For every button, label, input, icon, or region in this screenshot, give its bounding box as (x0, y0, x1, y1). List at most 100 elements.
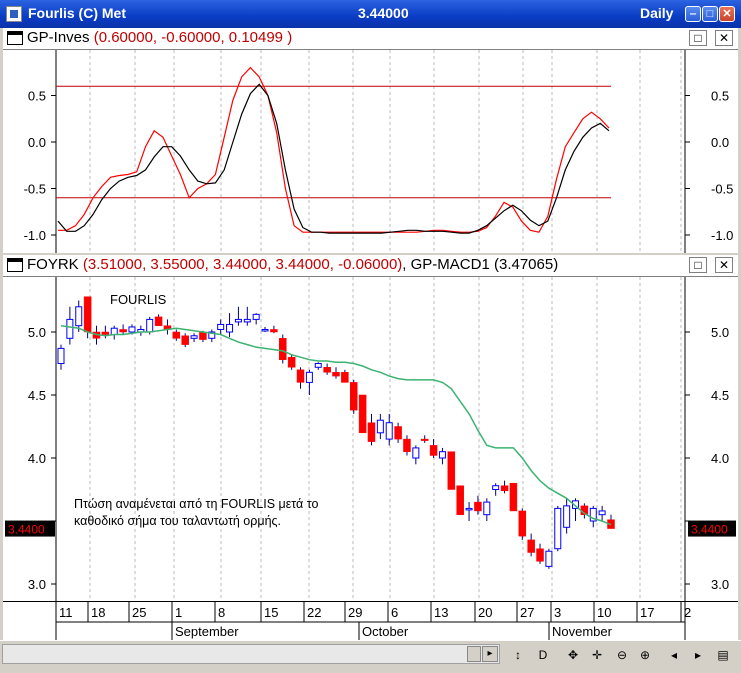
macd-value: (3.47065) (493, 256, 559, 273)
candle-body-down (349, 382, 358, 411)
candle-body-down (199, 331, 207, 340)
candle-body-up (243, 318, 251, 323)
candle-body-up (305, 371, 313, 383)
pane-maximize-button[interactable]: □ (689, 30, 707, 46)
candle-body-up (589, 507, 597, 522)
candle-body-down (429, 445, 438, 456)
candle-body-up (572, 500, 580, 509)
pane-close-button[interactable]: ✕ (715, 257, 733, 273)
last-price-tag-right (688, 520, 736, 537)
annotation-line-2: καθοδικό σήμα του ταλαντωτή ορμής. (74, 514, 282, 528)
indicator-chart-area[interactable]: 0.5 0.5 0.0 0.0 -0.5 -0.5 -1.0 -1.0 (3, 50, 738, 253)
date-day-label: 18 (91, 605, 105, 620)
pane-window-icon[interactable] (7, 31, 23, 45)
candle-body-up (110, 327, 118, 336)
chart-title: FOURLIS (110, 292, 167, 307)
indicator-y-tick-label: 0.5 (711, 89, 729, 104)
date-day-label: 2 (684, 605, 691, 620)
date-day-label: 20 (478, 605, 492, 620)
move-icon[interactable]: ✥ (567, 648, 579, 662)
indicator-values: (0.60000, -0.60000, 0.10499 ) (93, 29, 293, 46)
date-day-label: 8 (218, 605, 225, 620)
candle-body-up (217, 323, 225, 330)
indicator-y-tick-label: 0.0 (28, 135, 46, 150)
zoom-in-icon[interactable]: ⊕ (639, 648, 651, 662)
candle-body-up (57, 347, 65, 364)
date-day-label: 3 (554, 605, 561, 620)
candle-body-down (509, 482, 518, 512)
scroll-right-arrow[interactable]: ▸ (482, 646, 498, 662)
candle-body-down (403, 438, 411, 452)
pane-window-icon[interactable] (7, 258, 23, 272)
candle-body-up (75, 306, 83, 327)
scroll-left-icon[interactable]: ◂ (670, 648, 678, 662)
candle-body-down (358, 394, 367, 434)
price-values: (3.51000, 3.55000, 3.44000, 3.44000, -0.… (82, 256, 403, 273)
app-icon[interactable] (6, 6, 22, 22)
scroll-right-icon[interactable]: ▸ (694, 648, 702, 662)
candle-body-down (536, 548, 544, 562)
indicator-series-line (57, 83, 610, 234)
date-day-label: 27 (520, 605, 534, 620)
candle-body-up (492, 485, 500, 491)
candle-body-down (474, 501, 482, 512)
pane-close-button[interactable]: ✕ (715, 30, 733, 46)
candle-body-up (234, 318, 242, 323)
properties-icon[interactable]: ▤ (717, 648, 729, 662)
date-month-label: October (362, 624, 409, 639)
date-day-label: 1 (175, 605, 182, 620)
candle-body-up (226, 323, 234, 333)
date-month-label: September (175, 624, 239, 639)
bottom-toolbar: ▸ ↕ D ✥ ✛ ⊖ ⊕ ◂ ▸ ▤ (0, 640, 741, 673)
price-y-tick-label: 4.0 (28, 451, 46, 466)
close-button[interactable]: ✕ (719, 6, 735, 22)
indicator-name: GP-Inves (27, 29, 90, 46)
candle-body-down (181, 335, 189, 345)
vertical-scale-icon[interactable]: ↕ (515, 648, 521, 662)
candle-body-down (83, 296, 92, 333)
last-price-tag-right-text: 3.4400 (691, 523, 728, 537)
indicator-pane-header: GP-Inves (0.60000, -0.60000, 0.10499 ) □… (3, 28, 738, 50)
macd-name: , GP-MACD1 (402, 256, 490, 273)
last-price-tag-left (5, 520, 55, 537)
crosshair-icon[interactable]: ✛ (591, 648, 603, 662)
minimize-button[interactable]: ‒ (685, 6, 701, 22)
zoom-out-icon[interactable]: ⊖ (616, 648, 628, 662)
maximize-button[interactable]: □ (702, 6, 718, 22)
indicator-y-tick-label: -0.5 (711, 182, 733, 197)
scroll-thumb[interactable] (467, 646, 481, 662)
date-day-label: 10 (597, 605, 611, 620)
price-y-tick-label: 4.5 (711, 388, 729, 403)
candle-body-up (598, 510, 606, 516)
candle-body-down (119, 329, 127, 333)
candle-body-down (154, 316, 163, 326)
price-pane-header: FOYRK (3.51000, 3.55000, 3.44000, 3.4400… (3, 255, 738, 277)
candle-body-down (447, 451, 456, 490)
candle-body-up (563, 505, 571, 528)
window-title: Fourlis (C) Met (28, 5, 126, 21)
candle-body-up (483, 501, 491, 516)
window-title-bar: Fourlis (C) Met 3.44000 Daily ‒ □ ✕ (0, 0, 741, 28)
candle-body-up (412, 447, 420, 459)
price-y-tick-label: 5.0 (711, 325, 729, 340)
candle-body-up (252, 313, 260, 320)
candle-body-down (287, 356, 296, 368)
pane-maximize-button[interactable]: □ (689, 257, 707, 273)
date-day-label: 11 (59, 605, 73, 620)
indicator-series-line (58, 66, 610, 233)
current-price: 3.44000 (358, 5, 409, 21)
data-window-icon[interactable]: D (538, 648, 548, 662)
candle-body-down (518, 510, 527, 537)
indicator-y-tick-label: 0.0 (711, 135, 729, 150)
candle-body-up (128, 326, 136, 333)
candle-body-up (190, 335, 198, 339)
candle-body-down (101, 331, 110, 335)
candle-body-down (456, 485, 464, 515)
date-day-label: 17 (640, 605, 654, 620)
interval-label: Daily (640, 5, 674, 21)
candle-body-down (279, 338, 287, 360)
horizontal-scrollbar[interactable]: ▸ (2, 644, 500, 664)
price-y-tick-label: 4.0 (711, 451, 729, 466)
price-chart-area[interactable]: 5.0 5.0 4.5 4.5 4.0 4.0 3.0 3.0 3.4400 3.4400 FOUR… (3, 277, 738, 601)
